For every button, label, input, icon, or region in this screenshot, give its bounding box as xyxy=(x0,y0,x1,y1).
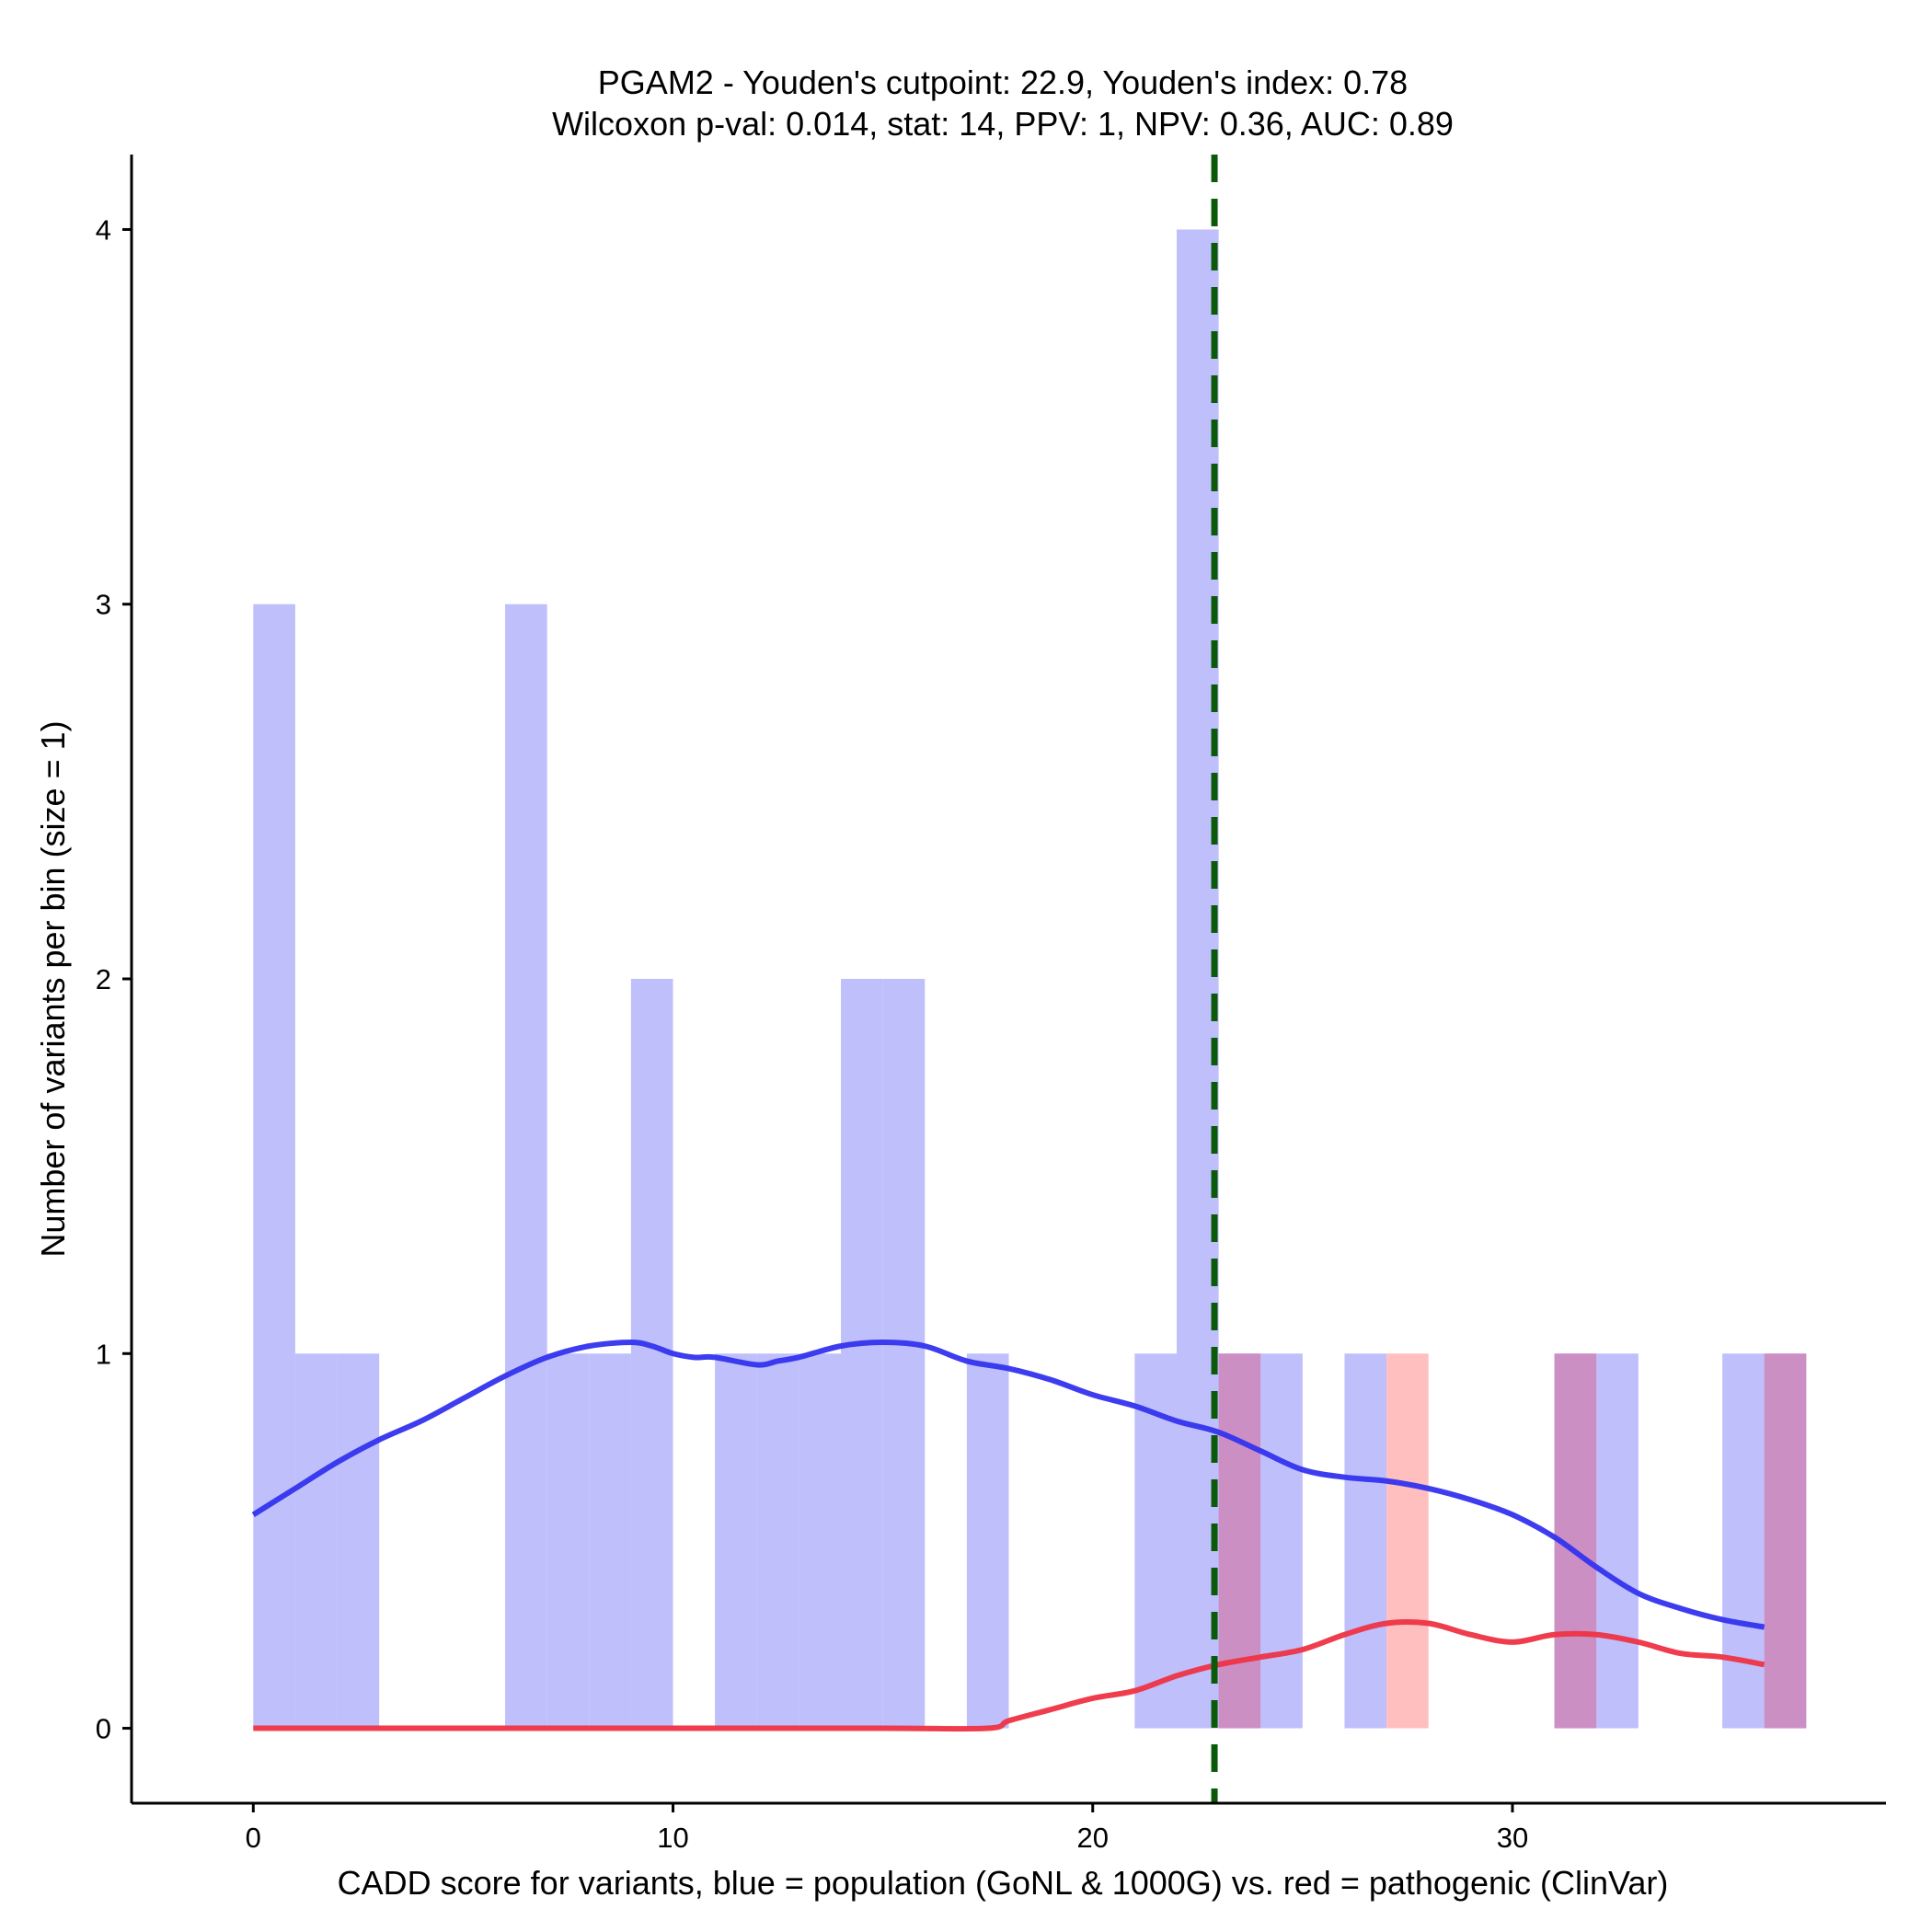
population-bar xyxy=(505,604,547,1729)
population-bar xyxy=(253,604,295,1729)
x-tick-label: 10 xyxy=(657,1822,688,1854)
population-bar xyxy=(841,979,883,1729)
pathogenic-density-line xyxy=(253,1618,1765,1732)
y-tick-label: 1 xyxy=(96,1338,111,1370)
bars-layer xyxy=(253,229,1807,1729)
population-bar xyxy=(1722,1353,1765,1729)
population-bar xyxy=(1344,1353,1387,1729)
y-tick-label: 2 xyxy=(96,963,111,995)
population-bar xyxy=(337,1353,380,1729)
x-axis-label: CADD score for variants, blue = populati… xyxy=(338,1864,1669,1902)
pathogenic-bar xyxy=(1218,1353,1261,1729)
y-axis-label: Number of variants per bin (size = 1) xyxy=(34,720,72,1257)
population-bar xyxy=(294,1353,338,1729)
x-tick-label: 20 xyxy=(1077,1822,1109,1854)
density-layer xyxy=(251,1340,1765,1732)
population-bar xyxy=(589,1353,631,1729)
population-bar xyxy=(966,1353,1009,1729)
y-tick-label: 3 xyxy=(96,589,111,621)
population-bar xyxy=(546,1353,590,1729)
population-bar xyxy=(715,1353,757,1729)
chart-title-line-1: PGAM2 - Youden's cutpoint: 22.9, Youden'… xyxy=(598,63,1408,101)
population-bar xyxy=(756,1353,799,1729)
population-bar xyxy=(799,1353,842,1729)
chart-title-line-2: Wilcoxon p-val: 0.014, stat: 14, PPV: 1,… xyxy=(552,105,1454,143)
pathogenic-bar xyxy=(1764,1353,1807,1729)
population-density-line xyxy=(251,1340,1765,1630)
population-bar xyxy=(1260,1353,1303,1729)
y-tick-label: 4 xyxy=(96,213,111,246)
axes-layer: 0 10 20 30 0 1 2 3 4 xyxy=(96,155,1886,1854)
population-bar xyxy=(1596,1353,1639,1729)
x-tick-label: 0 xyxy=(246,1822,261,1854)
population-bar xyxy=(882,979,926,1729)
y-tick-label: 0 xyxy=(96,1713,111,1745)
x-tick-label: 30 xyxy=(1497,1822,1528,1854)
pathogenic-bar xyxy=(1386,1353,1429,1729)
